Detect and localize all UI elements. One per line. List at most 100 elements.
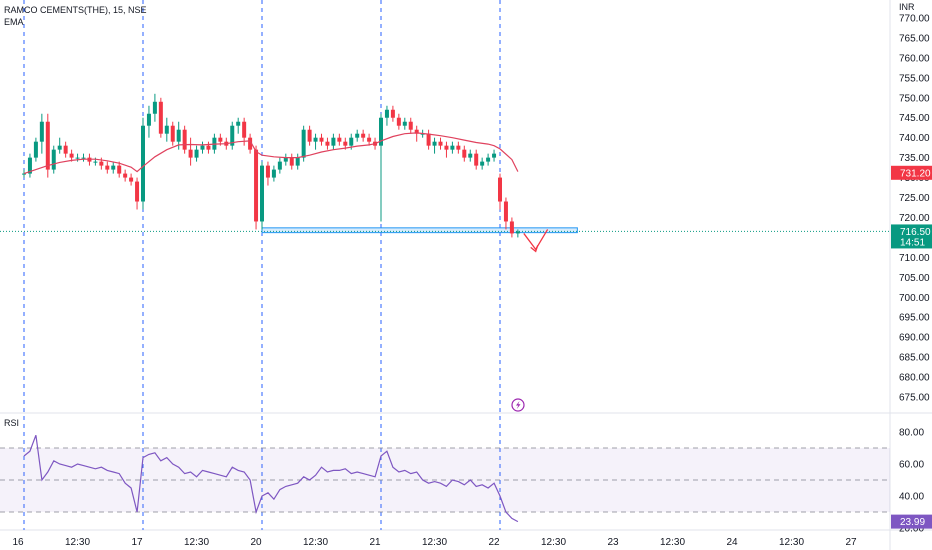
price-axis[interactable]: 770.00 765.00 760.00 755.00 750.00 745.00 740.… [899, 14, 930, 404]
current-price-badge [891, 224, 932, 249]
time-tick-label: 24 [726, 537, 738, 548]
candle-body [355, 133, 360, 138]
candle-body [129, 177, 134, 182]
candle-body [135, 181, 140, 202]
candle-body [200, 145, 205, 150]
candle-body [265, 165, 270, 178]
candle-body [402, 121, 407, 126]
rsi-layer [0, 434, 890, 523]
price-tick-label: 700.00 [899, 293, 930, 304]
projection-arrow-layer [523, 229, 549, 253]
candle-body [164, 125, 169, 134]
candle-body [27, 157, 32, 174]
candle-body [420, 133, 425, 135]
candle-body [468, 153, 473, 158]
rsi-value-badge [891, 514, 932, 529]
rsi-legend[interactable]: RSI [4, 418, 19, 428]
rsi-tick-label: 60.00 [899, 460, 924, 471]
candle-body [254, 149, 259, 222]
candle-body [93, 161, 98, 163]
time-tick-label: 12:30 [660, 537, 685, 548]
candle-body [123, 173, 128, 178]
time-tick-label: 12:30 [65, 537, 90, 548]
candle-body [379, 117, 383, 146]
candle-body [248, 137, 253, 150]
candle-body [509, 221, 514, 234]
time-tick-label: 23 [607, 537, 619, 548]
candle-body [277, 161, 282, 170]
candle-body [99, 161, 104, 166]
time-tick-label: 12:30 [184, 537, 209, 548]
time-tick-label: 22 [488, 537, 500, 548]
candle-countdown-label: 14:51 [900, 237, 925, 248]
time-tick-label: 20 [250, 537, 262, 548]
candle-body [349, 137, 354, 146]
candle-body [390, 109, 395, 118]
support-zone-layer [0, 227, 890, 234]
price-tick-label: 685.00 [899, 353, 930, 364]
candle-body [182, 129, 187, 150]
price-tick-label: 745.00 [899, 113, 930, 124]
price-tick-label: 740.00 [899, 133, 930, 144]
price-tick-label: 710.00 [899, 253, 930, 264]
time-tick-label: 12:30 [541, 537, 566, 548]
candle-body [260, 165, 264, 222]
time-tick-label: 27 [845, 537, 857, 548]
candle-body [295, 157, 300, 166]
main-pane[interactable] [0, 0, 890, 412]
candle-body [69, 153, 74, 158]
candle-body [218, 137, 223, 142]
rsi-axis[interactable]: 80.00 60.00 40.00 20.00 [899, 428, 924, 535]
rsi-line [23, 434, 519, 523]
candle-body [141, 125, 145, 202]
candle-body [188, 149, 193, 158]
candle-body [480, 161, 485, 166]
price-tick-label: 695.00 [899, 313, 930, 324]
candle-body [158, 101, 163, 134]
lightning-icon[interactable] [511, 398, 525, 412]
candle-body [283, 157, 288, 162]
price-tick-label: 705.00 [899, 273, 930, 284]
candle-body [81, 157, 86, 159]
symbol-title[interactable]: RAMCO CEMENTS(THE), 15, NSE [4, 5, 147, 15]
price-tick-label: 690.00 [899, 333, 930, 344]
candle-body [319, 137, 324, 142]
support-zone[interactable] [261, 227, 578, 234]
candle-body [515, 231, 520, 234]
candle-body [63, 145, 68, 154]
rsi-value-label: 23.99 [900, 517, 925, 528]
candle-body [57, 145, 62, 150]
candle-body [450, 145, 455, 150]
candle-body [408, 121, 413, 130]
time-tick-label: 16 [12, 537, 24, 548]
ema-value-badge [891, 165, 932, 180]
time-axis[interactable]: 16 12:30 17 12:30 20 12:30 21 12:30 22 12:30 23 12:… [12, 537, 857, 548]
ema-legend[interactable]: EMA [4, 17, 24, 27]
candle-body [444, 145, 449, 150]
price-tick-label: 725.00 [899, 193, 930, 204]
candle-body [384, 109, 389, 118]
candle-body [307, 129, 312, 142]
time-tick-label: 17 [131, 537, 143, 548]
ema-value-label: 731.20 [900, 168, 931, 179]
rsi-tick-label: 20.00 [899, 524, 924, 535]
candle-body [367, 137, 372, 142]
time-tick-label: 12:30 [779, 537, 804, 548]
candle-body [343, 141, 348, 146]
rsi-tick-label: 40.00 [899, 492, 924, 503]
candle-body [498, 177, 502, 202]
candle-body [474, 153, 479, 166]
candle-body [111, 165, 116, 170]
session-breaks [23, 0, 501, 530]
price-tick-label: 765.00 [899, 33, 930, 44]
candle-body [301, 129, 306, 158]
candle-body [396, 117, 401, 126]
candle-body [146, 113, 151, 126]
candle-body [236, 121, 241, 126]
candle-body [337, 137, 342, 142]
price-tick-label: 760.00 [899, 53, 930, 64]
rsi-pane[interactable] [0, 414, 890, 530]
candle-body [432, 141, 437, 146]
